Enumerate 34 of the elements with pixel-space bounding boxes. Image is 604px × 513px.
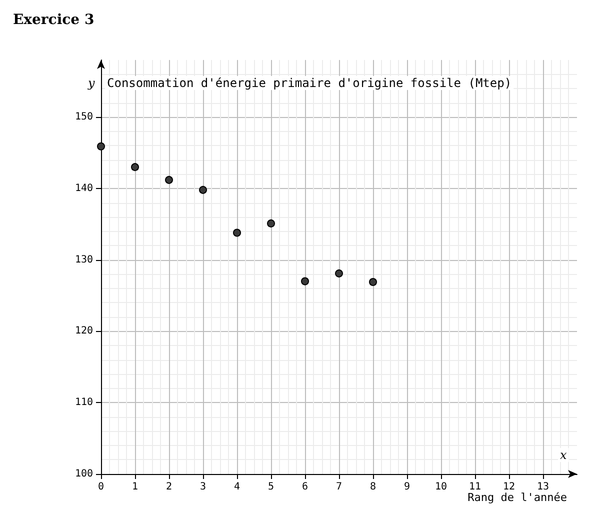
x-tick-label: 11 [468,482,482,492]
y-tick-label: 130 [74,254,93,266]
x-tick-label: 3 [200,482,206,492]
y-tick-label: 140 [74,182,93,194]
x-tick-label: 7 [336,482,342,492]
point [267,219,275,228]
x-tick-label: 9 [404,482,410,492]
text: y [87,76,95,90]
x-tick-label: 6 [302,482,308,492]
x-tick-label: 8 [370,482,376,492]
x-tick-label: 5 [268,482,274,492]
point [301,277,309,286]
point [335,269,343,278]
x-tick-label: 0 [98,482,104,492]
point [233,228,241,237]
annotation: x [560,448,567,462]
point [97,142,105,150]
y-axis-title: Consommation d'énergie primaire d'origine fossile (Mtep) [107,76,512,90]
x-tick-label: 1 [132,482,138,492]
chart-title: Exercice 3 [13,12,94,28]
point [369,278,377,286]
x-tick-label: 12 [502,482,516,492]
x-tick-label: 10 [434,482,448,492]
y-tick-label: 150 [74,112,93,123]
point [131,163,139,172]
x-tick-label: 13 [536,482,550,492]
x-axis-title: Rang de l'année [468,491,567,504]
x-tick-label: 4 [234,482,240,492]
y-tick-label: 110 [74,397,93,408]
point [165,176,173,184]
x-tick-label: 2 [166,482,172,492]
y-tick-label: 120 [74,326,93,337]
y-tick-label: 100 [74,468,93,480]
point [199,186,207,194]
